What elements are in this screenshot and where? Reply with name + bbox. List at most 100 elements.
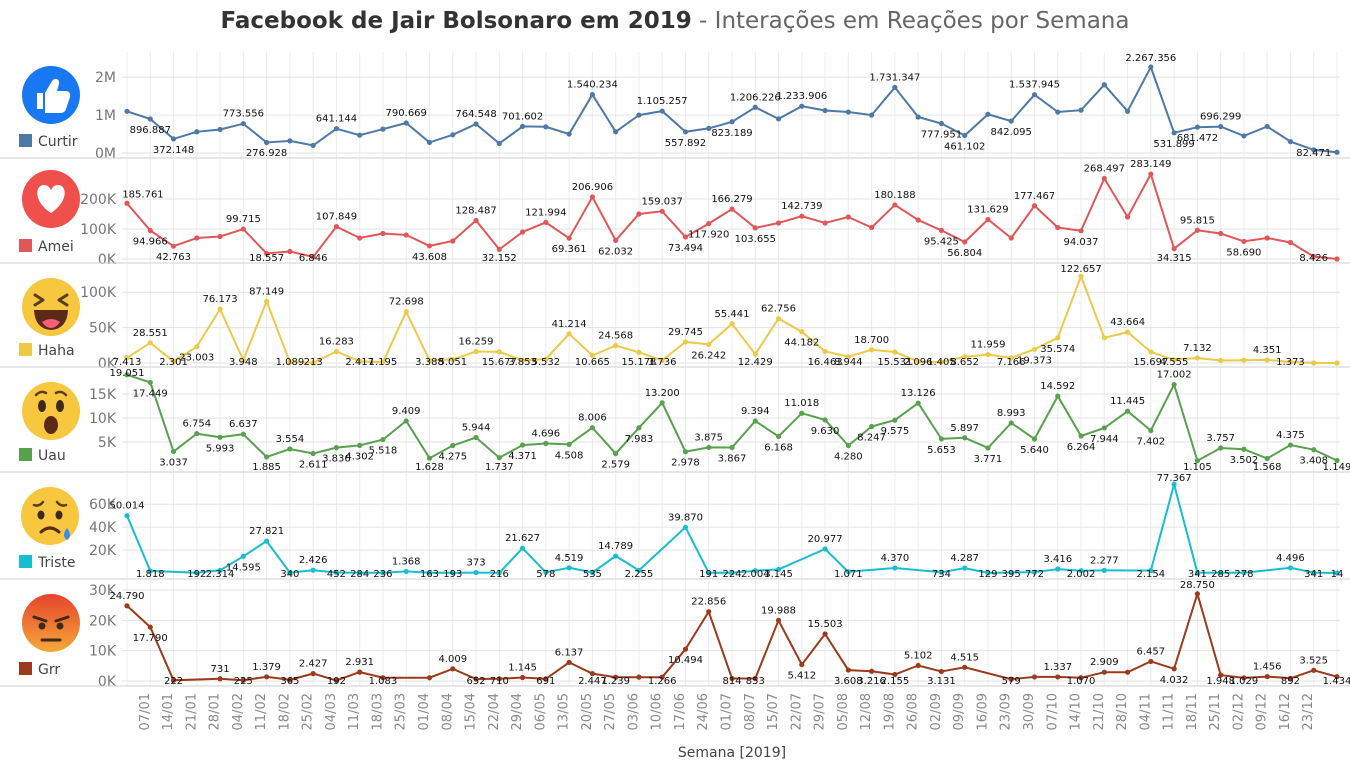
data-label: 11.018 [784,398,819,409]
data-point [985,216,991,223]
data-label: 7.166 [997,357,1026,368]
data-point [426,139,433,145]
data-label: 15.503 [808,619,843,630]
data-label: 2.267.356 [1125,53,1176,64]
chart-title-sub: - Interações em Reações por Semana [691,8,1130,34]
data-label: 1.149 [1323,462,1350,473]
data-point [217,233,223,240]
data-point [194,431,200,437]
data-point [775,617,782,623]
data-point [1124,329,1131,335]
data-label: 7.413 [113,357,142,368]
data-point [1078,433,1084,439]
data-point [217,434,223,440]
data-label: 13.200 [645,388,680,399]
data-label: 225 [234,676,253,687]
data-label: 3.736 [648,357,677,368]
data-point [636,425,642,431]
data-point [380,359,386,365]
data-point [357,235,363,241]
data-label: 213 [304,357,323,368]
data-point [1055,566,1061,572]
data-point [194,570,200,576]
data-point [403,232,409,238]
data-point [938,668,945,675]
data-point [333,126,340,132]
data-point [1008,355,1014,361]
data-point [1101,335,1107,341]
data-label: 11.959 [970,340,1005,351]
data-label: 43.608 [412,252,447,263]
data-point [962,239,968,245]
data-label: 62.032 [598,246,633,257]
data-point [659,674,665,680]
data-label: 129 [978,569,997,580]
y-tick-label: 0K [98,674,117,690]
data-point [1241,238,1247,244]
data-point [240,431,246,437]
data-point [775,116,782,122]
data-point [915,662,921,669]
data-point [194,129,200,135]
data-point [264,538,270,544]
data-point [1194,227,1200,233]
data-label: 4.302 [345,451,374,462]
data-point [333,224,340,230]
data-point [170,358,177,364]
data-point [450,570,456,576]
data-point [589,91,595,98]
x-tick-label: 14/01 [161,693,176,730]
data-label: 16.463 [808,357,843,368]
data-point [752,104,758,110]
data-label: 701.602 [502,111,543,122]
data-label: 4.555 [1160,357,1189,368]
data-label: 395 [1002,569,1021,580]
data-label: 82.471 [1296,148,1331,159]
data-point [543,356,549,362]
x-tick-label: 30/09 [1022,693,1037,730]
data-point [170,448,177,455]
data-point [845,569,851,575]
data-point [566,659,572,665]
data-label: 87.149 [249,286,284,297]
data-point [1055,109,1061,115]
x-tick-label: 18/02 [277,693,292,730]
series-name: Amei [38,239,74,255]
x-tick-label: 03/06 [626,693,641,730]
data-point [264,139,270,146]
data-label: 4.009 [438,654,467,665]
data-point [985,351,991,358]
data-point [1055,335,1061,341]
data-label: 4.519 [555,553,584,564]
data-label: 7.983 [625,434,654,445]
data-label: 192 [327,676,346,687]
data-point [892,417,898,423]
data-label: 3.525 [1299,655,1328,666]
data-point [892,671,898,678]
y-tick-label: 1M [95,108,116,124]
wow-icon [22,382,80,440]
data-point [147,568,153,574]
data-label: 4.275 [438,452,467,463]
data-point [310,450,316,457]
data-point [613,553,619,559]
data-label: 764.548 [455,109,496,120]
x-tick-label: 21/10 [1092,693,1107,730]
data-point [519,674,526,681]
data-label: 19.051 [110,368,145,379]
legend-swatch [19,662,32,675]
data-label: 56.804 [947,248,982,259]
data-label: 15.531 [877,357,912,368]
data-label: 8.247 [857,433,886,444]
data-label: 1.105.257 [637,96,688,107]
data-point [729,206,735,212]
data-point [1078,568,1084,574]
x-tick-label: 27/05 [603,693,618,730]
data-point [822,417,828,423]
x-tick-label: 24/06 [696,693,711,730]
data-label: 1.405 [927,357,956,368]
data-point [869,112,875,118]
data-label: 8.652 [950,357,979,368]
data-point [1334,457,1340,464]
data-point [1031,674,1038,680]
